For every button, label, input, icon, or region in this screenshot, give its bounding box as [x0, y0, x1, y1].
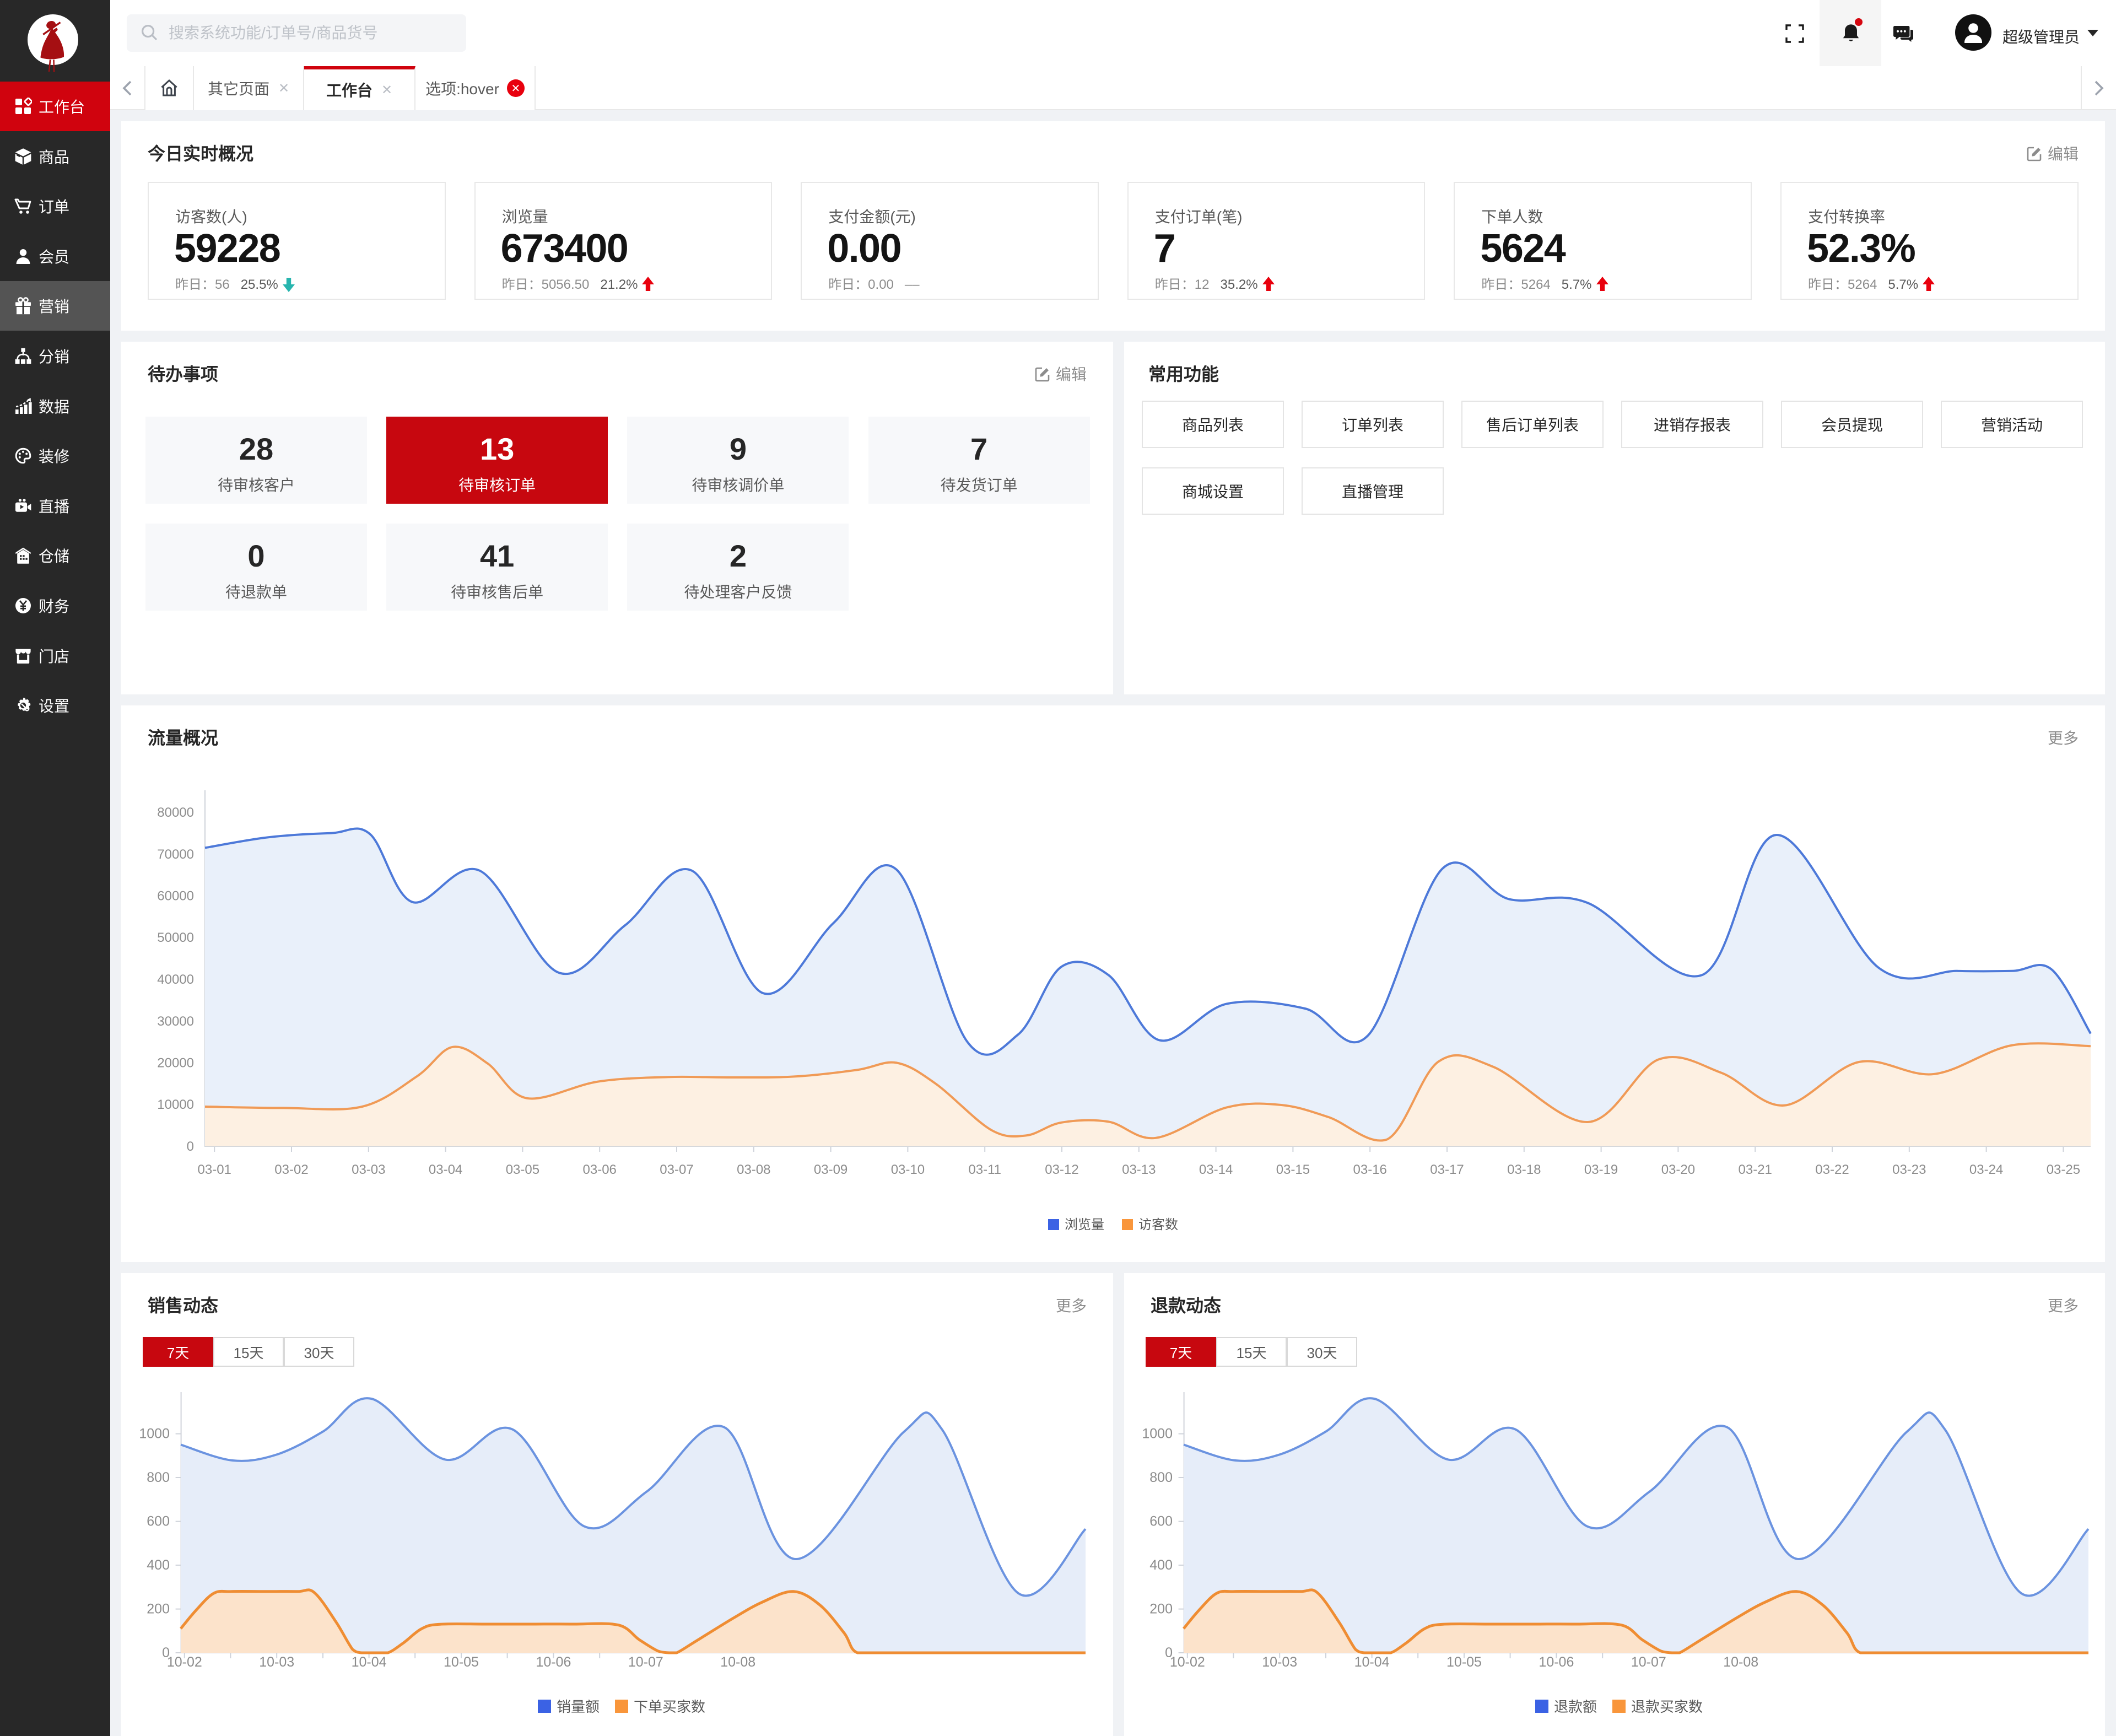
- svg-text:10000: 10000: [157, 1097, 194, 1112]
- svg-text:03-24: 03-24: [1969, 1162, 2003, 1177]
- svg-text:03-25: 03-25: [2047, 1162, 2080, 1177]
- svg-text:03-15: 03-15: [1276, 1162, 1310, 1177]
- svg-text:访客数: 访客数: [1138, 1217, 1178, 1232]
- svg-text:浏览量: 浏览量: [1065, 1217, 1104, 1232]
- svg-text:03-14: 03-14: [1199, 1162, 1233, 1177]
- svg-text:30000: 30000: [157, 1014, 194, 1029]
- svg-text:10-03: 10-03: [259, 1654, 294, 1670]
- svg-text:03-22: 03-22: [1815, 1162, 1849, 1177]
- svg-text:800: 800: [1149, 1470, 1173, 1485]
- svg-text:0: 0: [187, 1139, 194, 1154]
- svg-text:10-06: 10-06: [1539, 1654, 1574, 1670]
- svg-text:03-12: 03-12: [1045, 1162, 1078, 1177]
- svg-text:600: 600: [147, 1514, 170, 1529]
- svg-text:10-02: 10-02: [1170, 1654, 1205, 1670]
- svg-text:10-05: 10-05: [1446, 1654, 1482, 1670]
- svg-text:03-05: 03-05: [506, 1162, 539, 1177]
- svg-text:03-09: 03-09: [814, 1162, 848, 1177]
- svg-text:70000: 70000: [157, 847, 194, 862]
- svg-text:03-10: 03-10: [891, 1162, 925, 1177]
- svg-text:800: 800: [147, 1470, 170, 1485]
- svg-text:03-17: 03-17: [1430, 1162, 1464, 1177]
- svg-text:10-07: 10-07: [1631, 1654, 1666, 1670]
- svg-text:销量额: 销量额: [557, 1699, 600, 1715]
- svg-text:0: 0: [1165, 1645, 1173, 1660]
- svg-text:10-07: 10-07: [628, 1654, 663, 1670]
- svg-text:1000: 1000: [1142, 1426, 1173, 1442]
- svg-text:03-02: 03-02: [274, 1162, 308, 1177]
- svg-text:下单买家数: 下单买家数: [634, 1699, 705, 1715]
- svg-text:1000: 1000: [139, 1426, 170, 1442]
- svg-text:03-11: 03-11: [968, 1162, 1001, 1177]
- svg-text:10-04: 10-04: [1354, 1654, 1390, 1670]
- svg-text:600: 600: [1149, 1514, 1173, 1529]
- svg-text:03-23: 03-23: [1892, 1162, 1926, 1177]
- svg-text:03-19: 03-19: [1584, 1162, 1618, 1177]
- svg-text:80000: 80000: [157, 805, 194, 820]
- svg-text:退款额: 退款额: [1554, 1699, 1597, 1715]
- svg-text:03-18: 03-18: [1507, 1162, 1541, 1177]
- svg-text:03-16: 03-16: [1353, 1162, 1387, 1177]
- svg-text:03-04: 03-04: [429, 1162, 462, 1177]
- svg-text:03-08: 03-08: [737, 1162, 770, 1177]
- svg-text:03-01: 03-01: [198, 1162, 231, 1177]
- svg-text:10-08: 10-08: [1723, 1654, 1758, 1670]
- svg-text:0: 0: [162, 1645, 170, 1660]
- svg-text:03-06: 03-06: [583, 1162, 617, 1177]
- svg-text:03-13: 03-13: [1122, 1162, 1156, 1177]
- svg-text:200: 200: [1149, 1602, 1173, 1617]
- svg-text:03-21: 03-21: [1739, 1162, 1772, 1177]
- svg-text:10-03: 10-03: [1262, 1654, 1297, 1670]
- svg-text:10-06: 10-06: [536, 1654, 571, 1670]
- svg-text:60000: 60000: [157, 889, 194, 904]
- svg-text:03-07: 03-07: [660, 1162, 693, 1177]
- svg-text:10-05: 10-05: [444, 1654, 479, 1670]
- svg-text:03-20: 03-20: [1661, 1162, 1695, 1177]
- svg-text:400: 400: [1149, 1557, 1173, 1573]
- svg-text:03-03: 03-03: [352, 1162, 385, 1177]
- svg-text:10-02: 10-02: [167, 1654, 202, 1670]
- svg-text:200: 200: [147, 1602, 170, 1617]
- svg-text:10-04: 10-04: [352, 1654, 387, 1670]
- svg-text:20000: 20000: [157, 1055, 194, 1070]
- svg-text:退款买家数: 退款买家数: [1631, 1699, 1703, 1715]
- svg-text:10-08: 10-08: [720, 1654, 755, 1670]
- svg-text:400: 400: [147, 1557, 170, 1573]
- svg-text:40000: 40000: [157, 972, 194, 987]
- svg-text:50000: 50000: [157, 930, 194, 945]
